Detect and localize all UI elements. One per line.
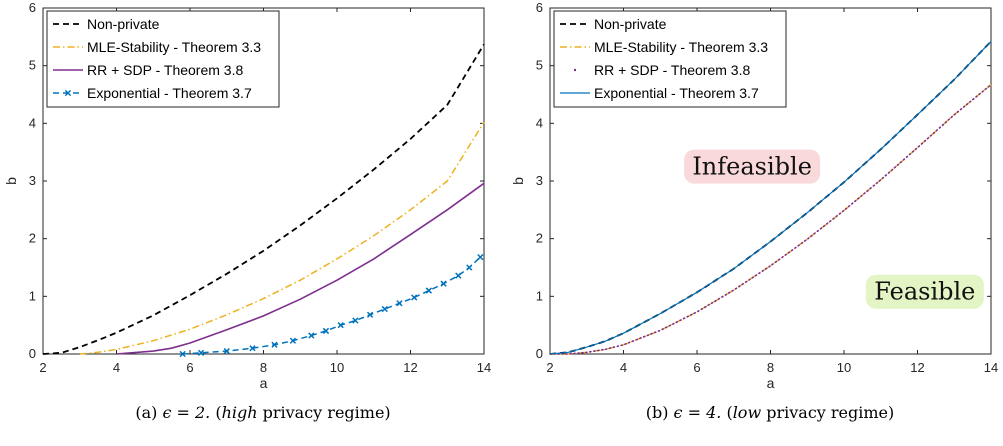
series-line-2 <box>116 182 485 355</box>
data-point-marker <box>396 300 403 307</box>
legend-entry-label: MLE-Stability - Theorem 3.3 <box>87 39 261 55</box>
data-point-marker <box>271 341 278 348</box>
data-point-marker <box>440 280 447 287</box>
chart-panel-a: 2 4 6 8 10 12 140123456abNon-privateMLE-Stabil… <box>3 0 491 422</box>
y-tick-label: 1 <box>29 288 36 303</box>
figure-caption: (a) ϵ = 2. (high privacy regime) <box>135 403 390 422</box>
caption-part-prefix: (b) <box>646 403 674 422</box>
x-tick-label: 4 <box>620 360 627 375</box>
data-point-marker <box>366 311 374 318</box>
x-tick-label: 10 <box>330 360 344 375</box>
data-point-marker <box>352 317 359 324</box>
data-point-marker <box>179 350 186 358</box>
y-axis-label: b <box>510 177 526 185</box>
x-tick-label: 14 <box>984 360 998 375</box>
caption-part-prefix: (a) <box>135 403 162 422</box>
y-tick-label: 2 <box>29 231 36 246</box>
y-tick-label: 2 <box>536 231 543 246</box>
data-point-marker <box>477 253 484 261</box>
data-point-marker <box>289 337 297 344</box>
y-tick-label: 5 <box>29 58 36 73</box>
legend: Non-private MLE-Stability - Theorem 3.3 RR… <box>46 10 280 108</box>
legend-entry-label: RR + SDP - Theorem 3.8 <box>594 62 750 78</box>
legend-entry-label: Non-private <box>594 16 667 32</box>
series-line-1 <box>79 121 485 355</box>
x-tick-label: 2 <box>39 360 46 375</box>
data-point-marker <box>223 347 230 355</box>
caption-part-rest: privacy regime) <box>761 403 894 422</box>
y-tick-label: 1 <box>536 288 543 303</box>
data-point-marker <box>249 345 256 352</box>
x-tick-label: 12 <box>910 360 924 375</box>
data-point-marker <box>411 294 418 301</box>
x-tick-label: 8 <box>260 360 267 375</box>
caption-part-rest: privacy regime) <box>258 403 391 422</box>
y-tick-label: 3 <box>29 173 36 188</box>
y-tick-label: 6 <box>29 0 36 15</box>
caption-part-open: ( <box>721 403 732 422</box>
y-tick-label: 4 <box>29 115 36 130</box>
infeasible-region-label-bg <box>684 149 821 184</box>
caption-part-em: high <box>222 403 258 422</box>
legend-box <box>553 10 787 108</box>
data-point-marker <box>337 322 344 329</box>
x-tick-label: 2 <box>546 360 553 375</box>
y-tick-label: 5 <box>536 58 543 73</box>
x-tick-label: 4 <box>113 360 120 375</box>
y-tick-label: 3 <box>536 173 543 188</box>
y-tick-label: 6 <box>536 0 543 15</box>
feasible-region-label: Feasible <box>874 278 975 306</box>
data-point-marker <box>455 272 462 279</box>
legend-box <box>46 10 280 108</box>
y-tick-label: 4 <box>536 115 543 130</box>
caption-part-math: ϵ = 4. <box>674 403 722 422</box>
x-tick-label: 14 <box>477 360 491 375</box>
x-tick-label: 6 <box>693 360 700 375</box>
caption-part-open: ( <box>210 403 221 422</box>
infeasible-region-label: Infeasible <box>692 153 812 181</box>
legend-entry-label: Exponential - Theorem 3.7 <box>594 85 759 101</box>
legend-entry-label: Non-private <box>87 16 160 32</box>
figure-caption: (b) ϵ = 4. (low privacy regime) <box>646 403 895 422</box>
data-point-marker <box>197 349 205 356</box>
x-axis-label: a <box>767 375 775 391</box>
data-point-marker <box>425 287 433 294</box>
data-point-marker <box>322 327 330 335</box>
feasible-region-label-bg <box>865 274 984 309</box>
x-tick-label: 8 <box>767 360 774 375</box>
x-tick-label: 6 <box>186 360 193 375</box>
series-line-3 <box>549 40 992 355</box>
legend: Non-private MLE-Stability - Theorem 3.3 RR… <box>553 10 787 108</box>
legend-marker <box>64 89 72 97</box>
x-tick-label: 10 <box>837 360 851 375</box>
series-line-0 <box>42 43 485 355</box>
caption-part-em: low <box>733 403 762 422</box>
legend-entry-label: RR + SDP - Theorem 3.8 <box>87 62 243 78</box>
legend-entry-label: MLE-Stability - Theorem 3.3 <box>594 39 768 55</box>
data-point-marker <box>381 305 388 313</box>
x-tick-label: 12 <box>403 360 417 375</box>
caption-part-math: ϵ = 2. <box>162 403 210 422</box>
x-axis-label: a <box>260 375 268 391</box>
y-axis-label: b <box>3 177 19 185</box>
data-point-marker <box>466 264 473 271</box>
y-tick-label: 0 <box>29 346 36 361</box>
data-point-marker <box>308 332 315 339</box>
y-tick-label: 0 <box>536 346 543 361</box>
legend-entry-label: Exponential - Theorem 3.7 <box>87 85 252 101</box>
chart-panel-b: 2 4 6 8 10 12 140123456abInfeasibleFeasibleNon… <box>510 0 998 422</box>
